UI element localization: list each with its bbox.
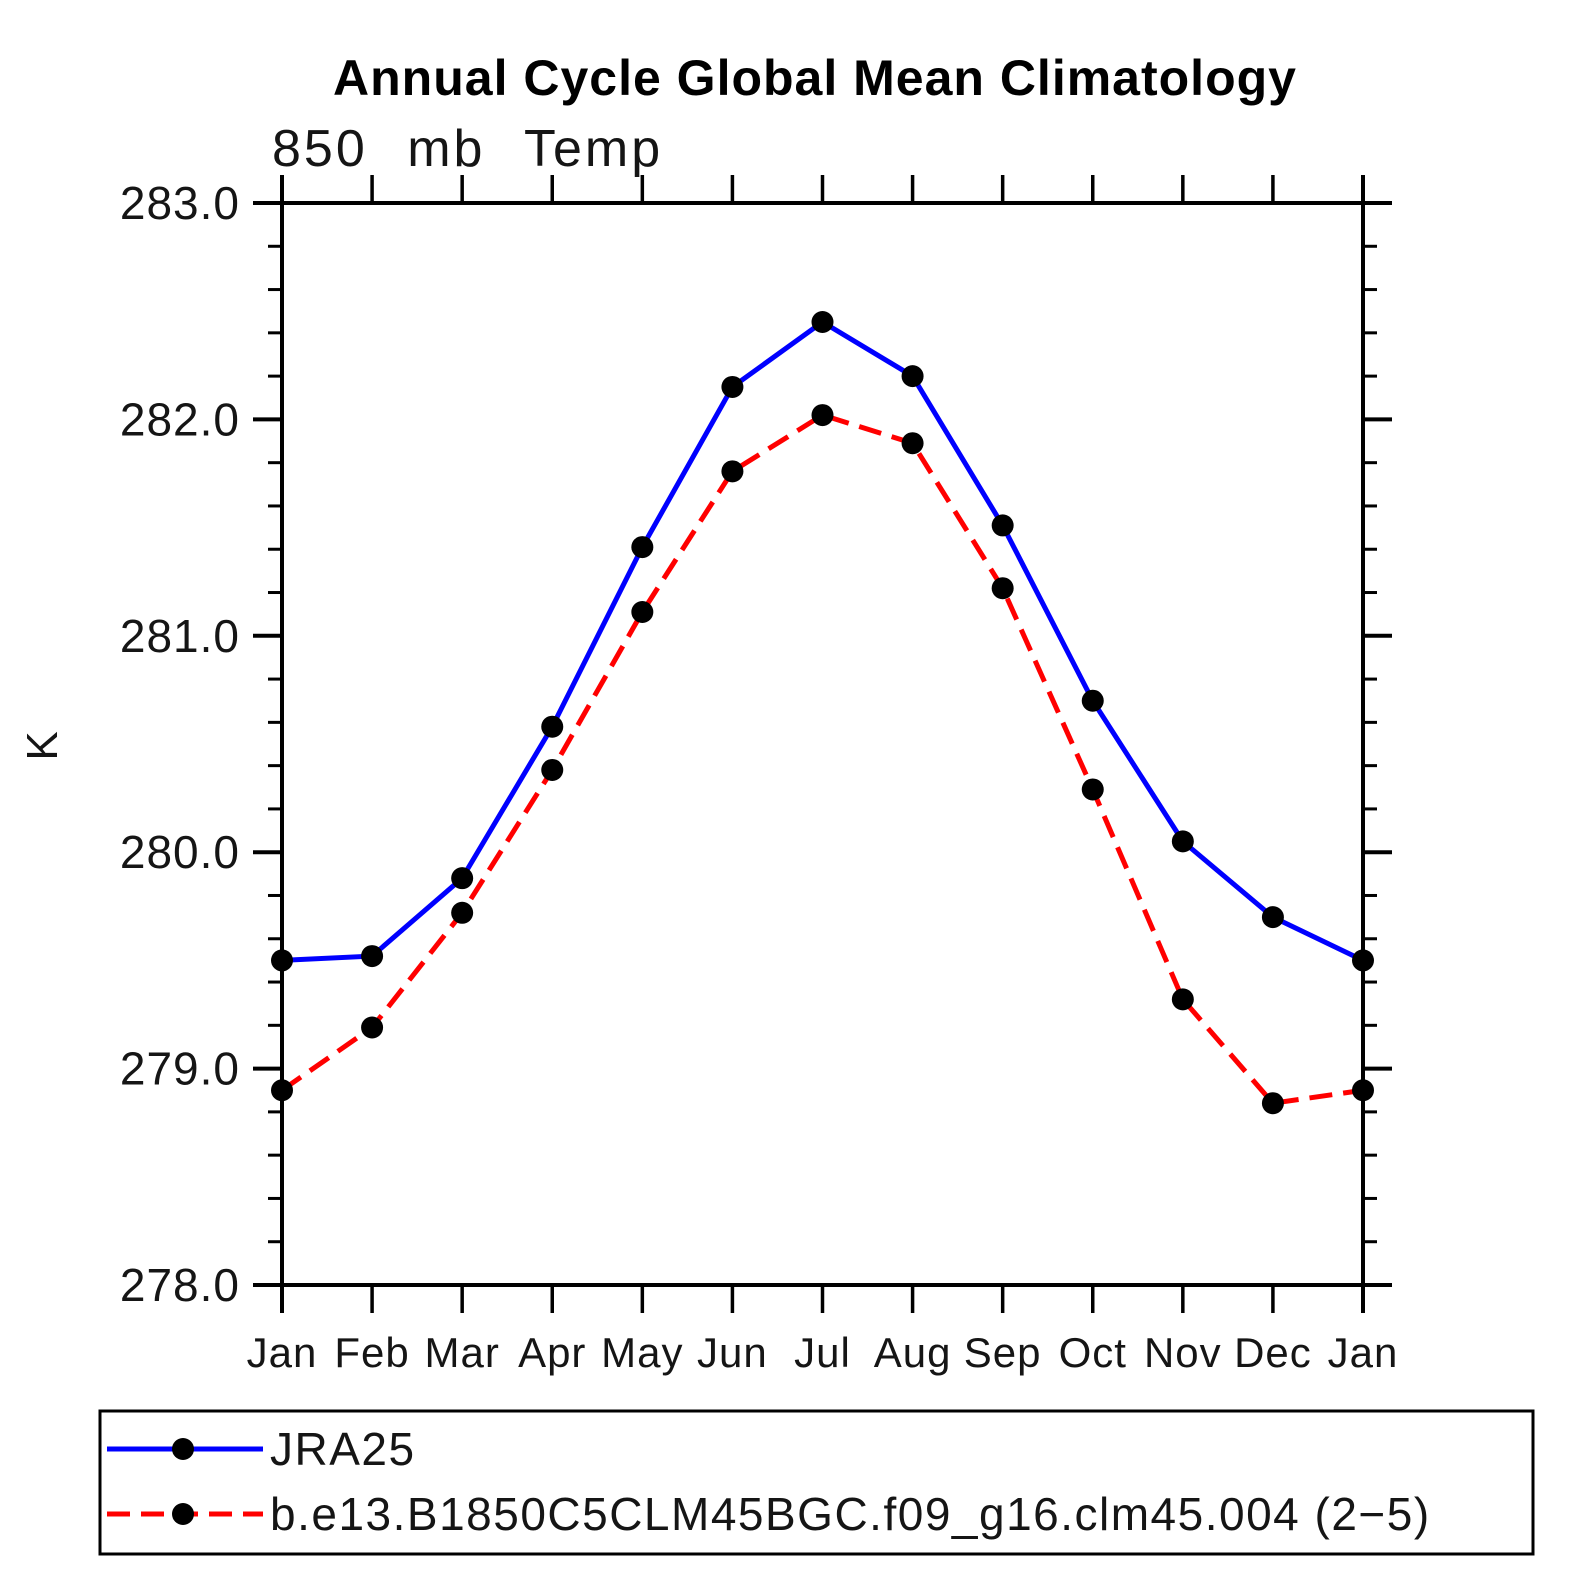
legend-marker-dot [172, 1503, 194, 1525]
series-1-data-point [1081, 778, 1104, 801]
chart-subtitle: 850 mb Temp [272, 120, 663, 178]
series-0-data-point [1352, 949, 1374, 972]
series-0-data-point [271, 949, 293, 972]
legend-label: b.e13.B1850C5CLM45BGC.f09_g16.clm45.004 … [270, 1488, 1431, 1540]
legend-box [98, 1409, 1535, 1556]
series-1-data-point [811, 404, 834, 427]
chart-title: Annual Cycle Global Mean Climatology [333, 50, 1297, 106]
legend-marker-dot [172, 1438, 194, 1460]
x-tick-label: Jan [247, 1329, 318, 1376]
x-tick-label: Sep [964, 1329, 1042, 1376]
series-line-1 [280, 412, 1364, 1106]
series-0-data-point [811, 311, 834, 334]
x-tick-label: Feb [334, 1329, 409, 1376]
x-tick-label: Dec [1234, 1329, 1312, 1376]
series-0-data-point [451, 867, 474, 890]
series-0-data-point [361, 945, 384, 968]
y-tick-label: 280.0 [120, 826, 240, 878]
series-1-data-point [721, 460, 744, 483]
y-tick-label: 281.0 [120, 610, 240, 662]
series-1-data-point [361, 1016, 384, 1039]
series-1-data-point [901, 432, 924, 455]
series-1-data-point [541, 758, 564, 781]
x-tick-label: Jun [697, 1329, 768, 1376]
y-tick-label: 278.0 [120, 1259, 240, 1311]
series-0-data-point [721, 375, 744, 398]
x-tick-label: Jan [1328, 1329, 1399, 1376]
series-1-data-point [1171, 988, 1194, 1011]
series-1-data-point [271, 1079, 293, 1102]
y-tick-label: 279.0 [120, 1043, 240, 1095]
x-tick-label: May [601, 1329, 683, 1376]
series-1-data-point [1261, 1092, 1284, 1115]
series-1-data-point [451, 901, 474, 924]
legend: JRA25 b.e13.B1850C5CLM45BGC.f09_g16.clm4… [98, 1409, 1535, 1556]
legend-label: JRA25 [270, 1423, 416, 1475]
y-axis-label: K [18, 729, 67, 760]
series-0-data-point [901, 365, 924, 388]
series-0-data-point [1261, 906, 1284, 929]
series-1-data-point [631, 600, 654, 623]
y-tick-label: 282.0 [120, 393, 240, 445]
y-tick-label: 283.0 [120, 177, 240, 229]
series-1-data-point [1352, 1079, 1374, 1102]
x-tick-label: Aug [874, 1329, 952, 1376]
series-0-data-point [1171, 830, 1194, 853]
series-0-data-point [631, 536, 654, 559]
x-tick-label: Jul [794, 1329, 851, 1376]
series-0-data-point [1081, 689, 1104, 712]
plot-area: Jan Feb Mar Apr May Jun Jul Aug Sep Oct Nov Dec Jan2… [120, 175, 1399, 1376]
x-tick-label: Mar [424, 1329, 499, 1376]
x-tick-label: Apr [518, 1329, 586, 1376]
series-1-data-point [991, 577, 1014, 600]
x-tick-label: Oct [1059, 1329, 1127, 1376]
series-0-data-point [541, 715, 564, 738]
x-tick-label: Nov [1144, 1329, 1222, 1376]
series-0-data-point [991, 514, 1014, 537]
